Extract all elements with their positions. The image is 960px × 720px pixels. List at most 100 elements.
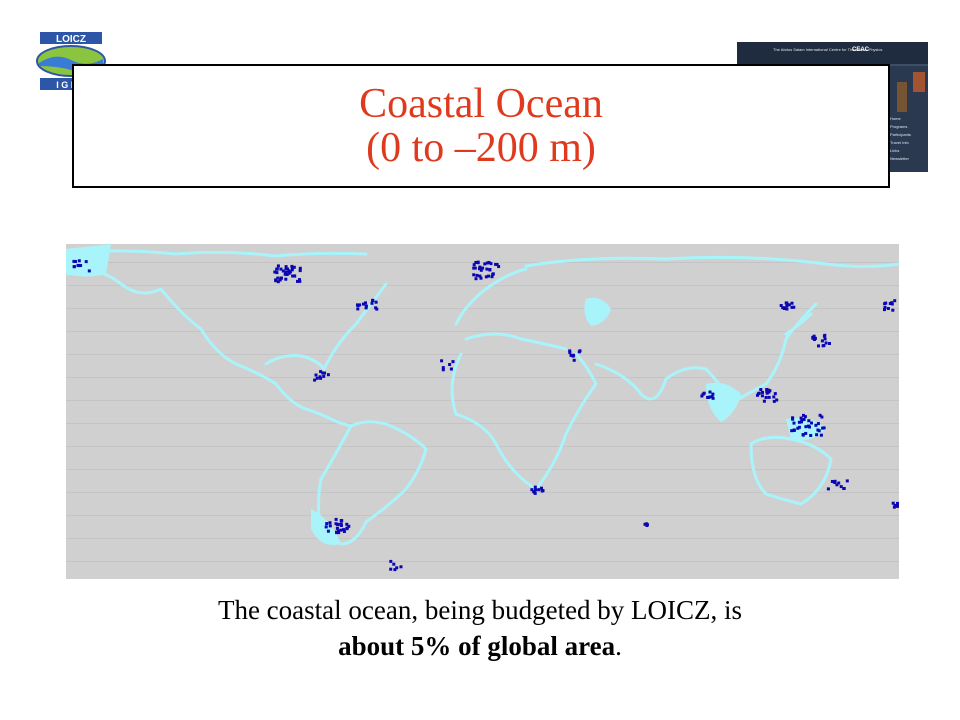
shelf-dot [491,272,495,276]
shelf-dot [892,505,896,509]
shelf-dot [804,425,808,429]
shelf-dot [645,524,649,527]
shelf-dot [497,265,501,268]
shelf-dot [791,416,795,420]
map-background [66,244,899,579]
shelf-dot [319,370,323,374]
shelf-dot [821,344,825,348]
shelf-dot [792,428,796,432]
shelf-dot [768,389,772,393]
shelf-dot [891,501,895,505]
map-scanline [66,515,899,516]
shelf-dot [448,363,452,366]
map-scanline [66,400,899,401]
shelf-dot [775,398,779,402]
shelf-dot [72,259,76,263]
shelf-dot [273,270,277,274]
shelf-dot [533,491,537,495]
caption-line2-end: . [615,631,622,661]
thumb-menu: Home Programs Participants Travel Info Links… [890,116,911,161]
world-coastal-ocean-map [66,244,899,579]
shelf-dot [490,275,494,279]
shelf-dot [472,273,476,277]
map-scanline [66,354,899,355]
map-scanline [66,262,899,263]
shelf-dot [290,268,294,272]
shelf-dot [792,421,796,425]
shelf-dot [537,488,541,492]
shelf-dot [325,522,329,526]
shelf-dot [478,274,482,278]
logo-top-band [40,32,102,44]
shelf-dot [77,264,81,268]
shelf-dot [702,391,706,395]
shelf-dot [479,268,483,272]
shelf-dot [72,265,76,269]
shelf-dot [760,394,764,398]
shelf-dot [890,301,894,305]
shelf-dot [298,266,302,270]
shelf-dot [334,522,338,526]
shelf-dot [356,304,360,307]
shelf-dot [370,301,374,305]
map-scanline [66,308,899,309]
shelf-dot [845,479,849,483]
shelf-dot [489,262,493,266]
shelf-dot [817,429,821,433]
shelf-dot [883,302,887,306]
shelf-dot [278,278,282,282]
thumb-menu-item: Participants [890,132,911,137]
shelf-dot [762,399,766,403]
shelf-dot [757,391,761,395]
shelf-dot [485,267,489,271]
shelf-dot [335,531,339,535]
shelf-dot [781,306,785,310]
shelf-dot [790,301,794,305]
shelf-dot [783,306,787,310]
shelf-dot [802,418,806,421]
shelf-dot [767,395,771,399]
shelf-dot [803,415,807,419]
shelf-dot [773,392,777,396]
shelf-dot [441,368,445,372]
shelf-dot [324,525,328,529]
shelf-dot [339,524,343,527]
shelf-dot [784,301,788,305]
shelf-dot [842,487,846,490]
shelf-dot [345,522,349,526]
shelf-dot [479,276,483,280]
shelf-dot [340,519,344,523]
shelf-dot [809,434,813,437]
shelf-dot [275,271,279,275]
shelf-dot [796,426,800,430]
shelf-dot [886,307,890,310]
shelf-dot [79,264,83,267]
caption-bold-text: about 5% of global area [338,631,616,661]
map-scanline [66,469,899,470]
shelf-dot [883,306,887,309]
shelf-dot [810,421,813,425]
shelf-dot [568,349,572,353]
shelf-dot [276,276,280,280]
shelf-dot [279,276,283,280]
thumb-menu-item: Newsletter [890,156,910,161]
shelf-dot [328,521,332,525]
shelf-dot [288,270,292,274]
shelf-dot [399,565,403,569]
shelf-dot [77,259,81,263]
shelf-dot [279,267,283,271]
shelf-dot [812,334,816,338]
map-scanline [66,492,899,493]
shelf-dot [792,305,796,309]
shelf-dot [779,304,783,307]
shelf-dot [336,523,340,527]
logo-top-text: LOICZ [56,34,86,45]
map-scanline [66,377,899,378]
shelf-dot [487,261,491,264]
shelf-dot [572,353,576,357]
shelf-dot [833,481,837,484]
shelf-dot [292,274,296,278]
shelf-dot [765,391,769,395]
slide-title-line1: Coastal Ocean [359,81,603,127]
shelf-dot [389,567,393,571]
